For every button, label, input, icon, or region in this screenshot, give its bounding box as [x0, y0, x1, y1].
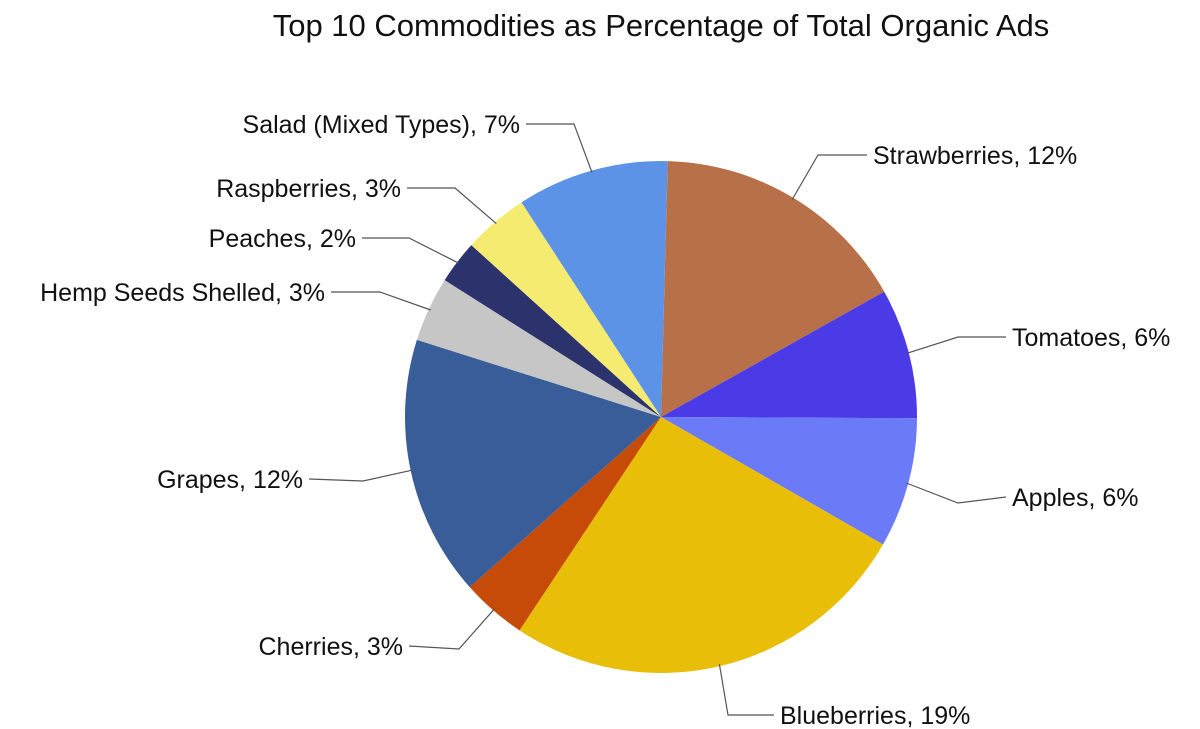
leader-line-tomatoes: [906, 336, 1006, 354]
leader-line-salad-mixed-types: [526, 123, 593, 173]
data-label-peaches: Peaches, 2%: [209, 225, 356, 253]
data-label-cherries: Cherries, 3%: [259, 633, 404, 661]
leader-line-cherries: [408, 608, 495, 650]
data-label-tomatoes: Tomatoes, 6%: [1012, 324, 1170, 352]
leader-line-grapes: [308, 469, 413, 482]
data-label-hemp-seeds-shelled: Hemp Seeds Shelled, 3%: [40, 279, 325, 307]
leader-line-strawberries: [791, 154, 867, 200]
data-label-apples: Apples, 6%: [1012, 484, 1138, 512]
pie-leader-lines: [308, 123, 1007, 716]
data-label-salad-mixed-types: Salad (Mixed Types), 7%: [243, 111, 520, 139]
pie-slice-cherries: [469, 417, 661, 631]
data-label-raspberries: Raspberries, 3%: [216, 175, 401, 203]
pie-slice-salad-mixed-types: [521, 161, 668, 417]
pie-slices: [405, 161, 918, 673]
leader-line-blueberries: [718, 664, 774, 716]
data-label-grapes: Grapes, 12%: [157, 466, 303, 494]
pie-slice-strawberries: [661, 161, 885, 417]
data-label-blueberries: Blueberries, 19%: [780, 702, 970, 729]
leader-line-apples: [906, 482, 1007, 504]
pie-slice-tomatoes: [661, 291, 918, 419]
leader-line-peaches: [362, 237, 460, 264]
pie-slice-raspberries: [471, 202, 661, 417]
leader-line-hemp-seeds-shelled: [331, 291, 431, 311]
pie-slice-peaches: [444, 245, 661, 417]
pie-labels: Strawberries, 12% Tomatoes, 6% Apples, 6% B…: [40, 111, 1170, 729]
leader-line-raspberries: [407, 187, 497, 225]
pie-slice-grapes: [405, 339, 661, 588]
pie-slice-hemp-seeds-shelled: [416, 280, 661, 417]
data-label-strawberries: Strawberries, 12%: [873, 142, 1077, 170]
chart-title: Top 10 Commodities as Percentage of Tota…: [272, 8, 1050, 43]
pie-slice-blueberries: [519, 417, 884, 673]
pie-slice-apples: [661, 417, 917, 545]
